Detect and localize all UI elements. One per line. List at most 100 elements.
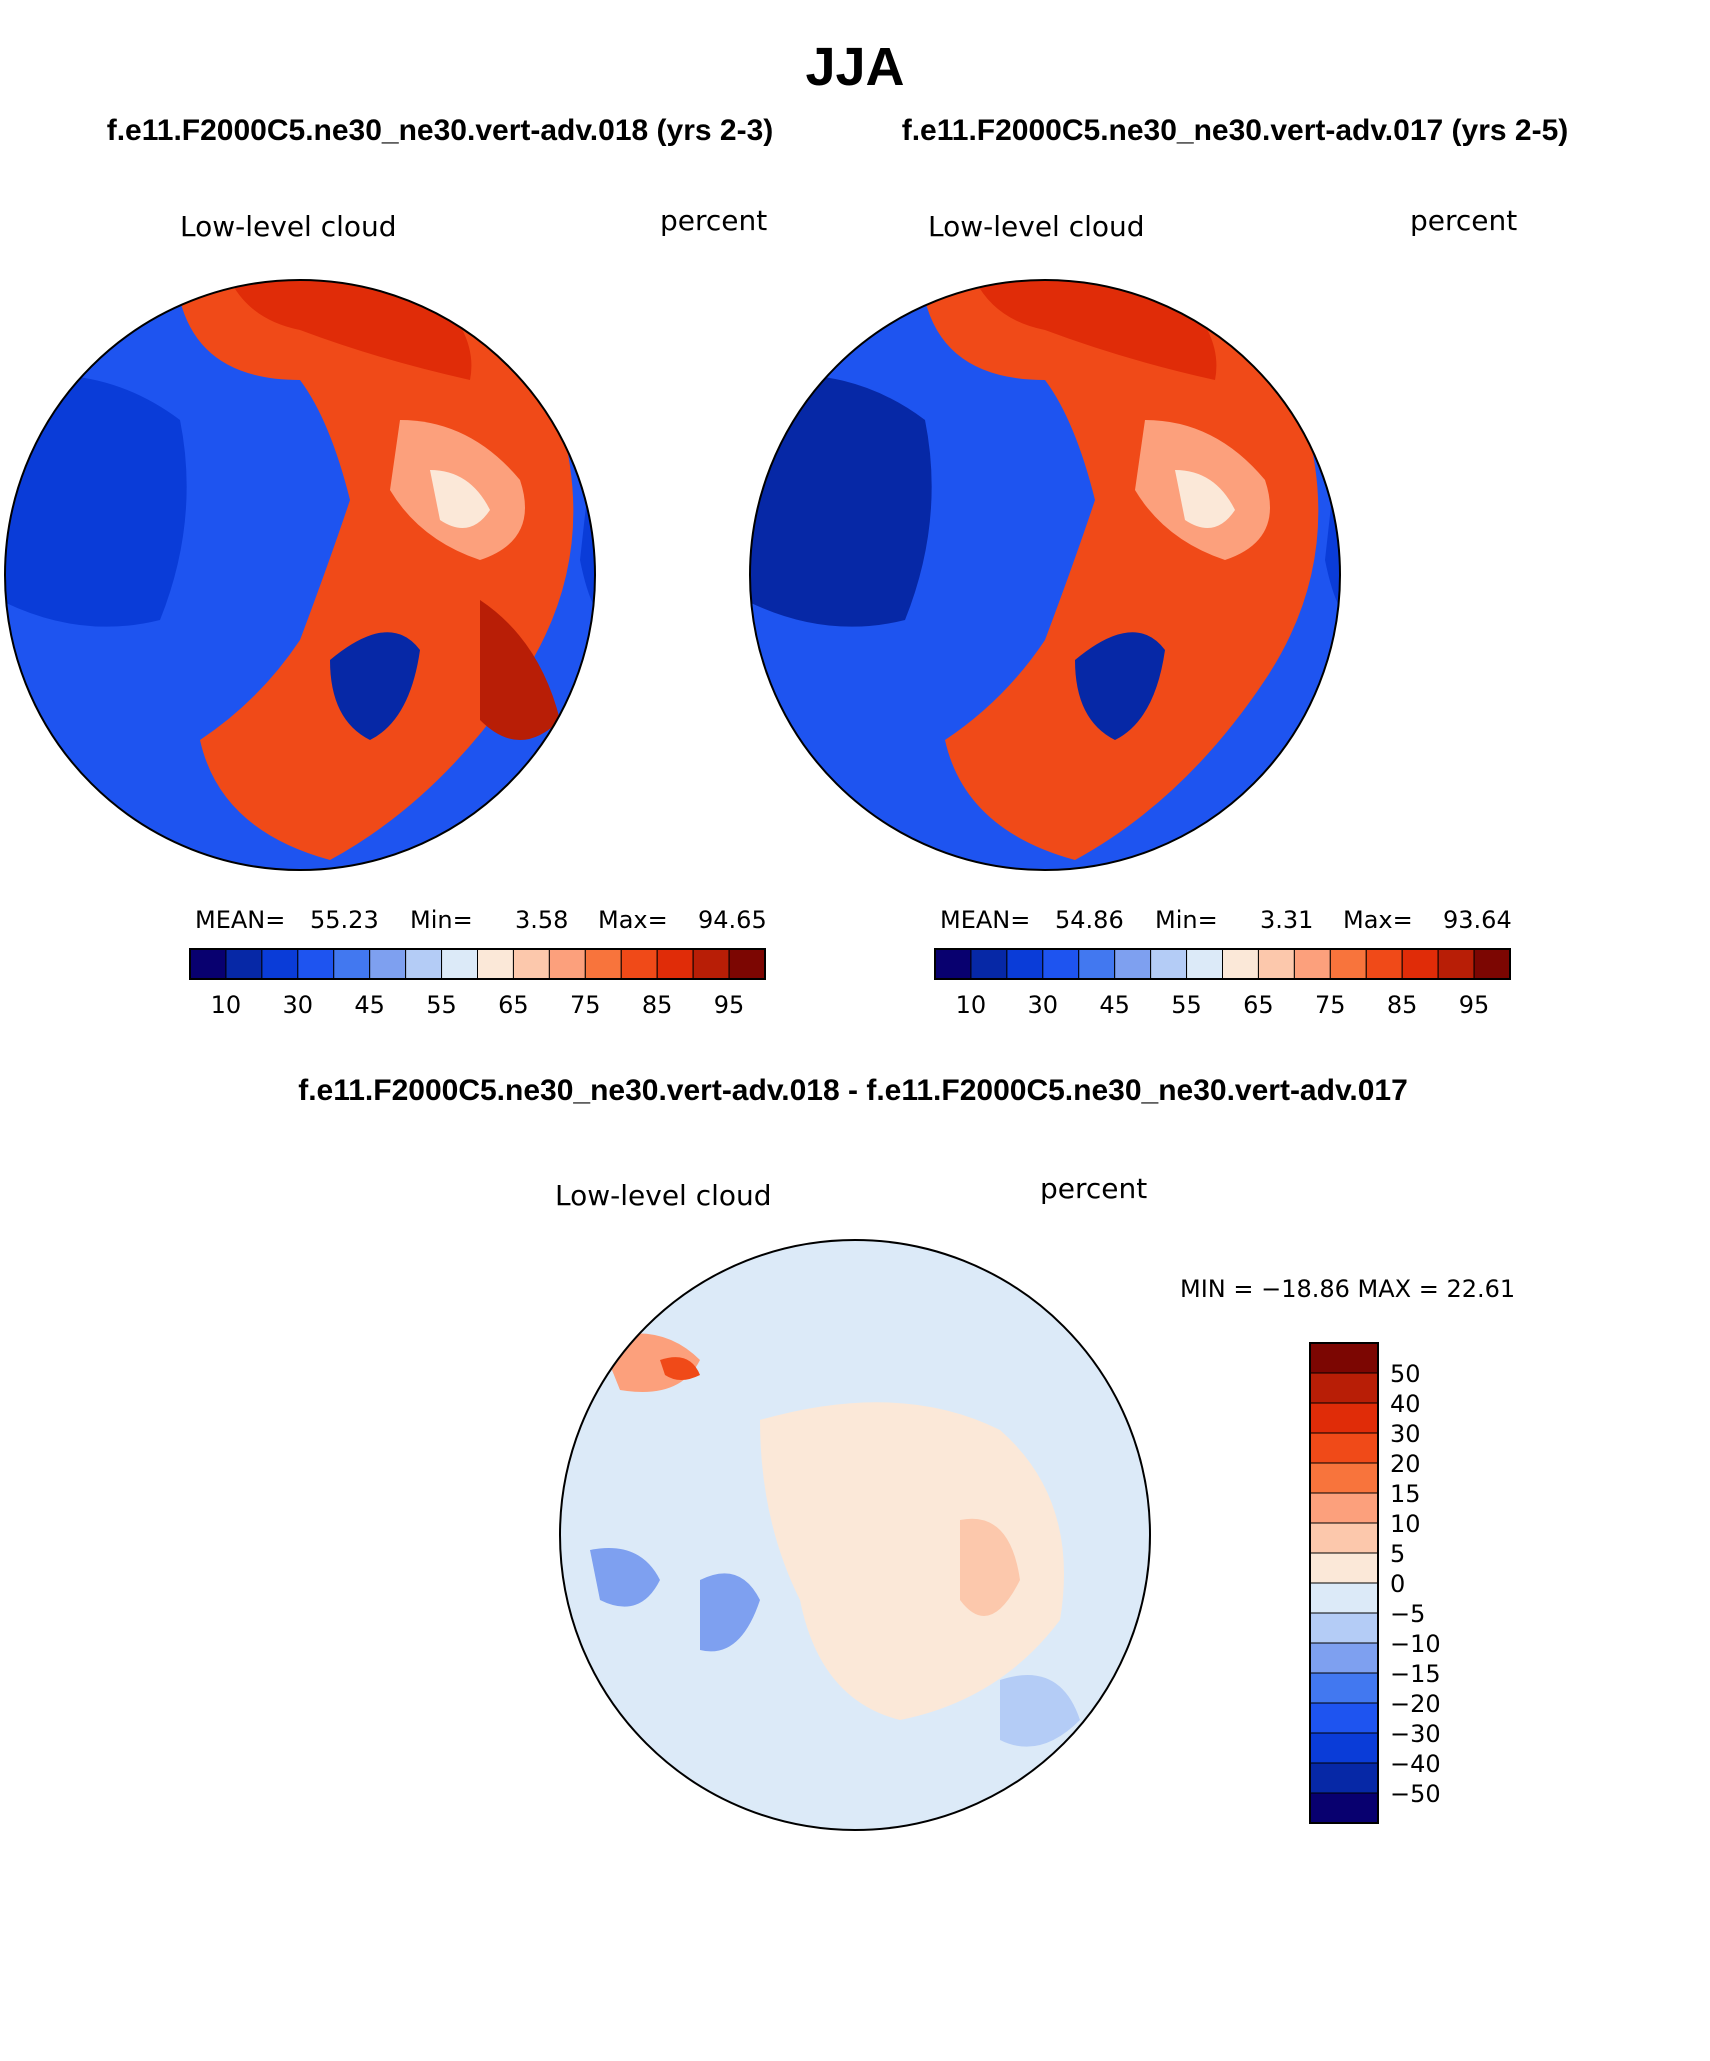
cloud-region-max	[480, 600, 560, 740]
colorbar-tick-label: 20	[1390, 1450, 1421, 1478]
colorbar-tick-label: −5	[1390, 1600, 1425, 1628]
colorbar-swatch	[1078, 948, 1116, 980]
colorbar-swatch	[189, 948, 227, 980]
colorbar-swatch	[333, 948, 371, 980]
difference-title: f.e11.F2000C5.ne30_ne30.vert-adv.018 - f…	[298, 1074, 1408, 1107]
colorbar-tick-label: −20	[1390, 1690, 1441, 1718]
colorbar-swatch	[512, 948, 550, 980]
colorbar-tick-label: 30	[283, 991, 314, 1019]
colorbar-swatch	[934, 948, 972, 980]
panel-top-right: Low-level cloud percent MEAN= 54.86 Min=…	[749, 204, 1517, 1019]
units-label: percent	[1410, 204, 1517, 237]
figure-title: JJA	[805, 37, 904, 97]
colorbar-tick-label: 30	[1028, 991, 1059, 1019]
variable-label: Low-level cloud	[180, 210, 397, 243]
colorbar-tick-label: 10	[956, 991, 987, 1019]
cloud-region-low-mid	[430, 470, 490, 528]
colorbar-tick-label: 95	[714, 991, 745, 1019]
left-case-title: f.e11.F2000C5.ne30_ne30.vert-adv.018 (yr…	[107, 114, 774, 147]
units-label: percent	[660, 204, 767, 237]
colorbar-tick-label: 0	[1390, 1570, 1405, 1598]
colorbar-swatch	[1309, 1552, 1379, 1584]
variable-label: Low-level cloud	[555, 1179, 772, 1212]
polar-map-difference	[560, 1240, 1150, 1830]
colorbar-swatch	[1222, 948, 1259, 980]
colorbar-tick-label: 85	[1387, 991, 1418, 1019]
minmax-label: MIN = −18.86 MAX = 22.61	[1180, 1275, 1515, 1303]
mean-label: MEAN=	[195, 906, 285, 934]
colorbar-tick-label: 75	[1315, 991, 1346, 1019]
colorbar-tick-label: 45	[1099, 991, 1130, 1019]
colorbar-swatch	[1309, 1522, 1379, 1554]
colorbar-swatch	[1309, 1672, 1379, 1704]
colorbar-tick-label: 10	[1390, 1510, 1421, 1538]
colorbar-tick-label: 5	[1390, 1540, 1405, 1568]
diff-region-max	[660, 1357, 700, 1380]
colorbar-swatch	[548, 948, 586, 980]
colorbar-tick-label: −30	[1390, 1720, 1441, 1748]
max-label: Max=	[598, 906, 668, 934]
colorbar-tick-label: 10	[211, 991, 242, 1019]
colorbar-tick-label: 45	[354, 991, 385, 1019]
colorbar-swatch	[1293, 948, 1331, 980]
diff-region-negative-south	[1000, 1675, 1080, 1747]
colorbar-tick-label: 30	[1390, 1420, 1421, 1448]
colorbar-swatch	[1401, 948, 1439, 980]
colorbar-tick-label: 75	[570, 991, 601, 1019]
mean-label: MEAN=	[940, 906, 1030, 934]
colorbar-swatch	[1309, 1372, 1379, 1404]
colorbar-swatch	[261, 948, 299, 980]
colorbar-swatch	[728, 948, 766, 980]
colorbar-swatch	[1437, 948, 1475, 980]
colorbar-tick-label: −40	[1390, 1750, 1441, 1778]
colorbar-swatch	[1309, 1342, 1379, 1374]
polar-map-top-right	[750, 280, 1340, 870]
cloud-region-low-east	[1325, 380, 1340, 623]
colorbar-swatch	[584, 948, 622, 980]
colorbar-tick-label: 15	[1390, 1480, 1421, 1508]
cloud-region-high	[925, 280, 1319, 860]
colorbar-swatch	[1473, 948, 1511, 980]
colorbar-swatch	[477, 948, 514, 980]
colorbar-swatch	[1365, 948, 1403, 980]
map-boundary	[559, 1239, 1151, 1831]
greenland-low-cloud	[330, 632, 420, 740]
diff-region-positive	[760, 1402, 1064, 1720]
colorbar-frame	[1309, 1342, 1379, 1824]
colorbar-tick-label: 55	[1171, 991, 1202, 1019]
colorbar-tick-label: 40	[1390, 1390, 1421, 1418]
colorbar-swatch	[1309, 1402, 1379, 1434]
variable-label: Low-level cloud	[928, 210, 1145, 243]
min-label: Min=	[1155, 906, 1218, 934]
colorbar-tick-label: 85	[642, 991, 673, 1019]
max-label: Max=	[1343, 906, 1413, 934]
cloud-region-high	[180, 280, 574, 860]
colorbar-tick-label: 95	[1459, 991, 1490, 1019]
colorbar-frame	[934, 948, 1511, 980]
colorbar-swatch	[1114, 948, 1152, 980]
colorbar-top-left: 10 30 45 55 65 75 85 95	[189, 948, 766, 1019]
map-boundary	[749, 279, 1341, 871]
colorbar-swatch	[1006, 948, 1044, 980]
colorbar-swatch	[369, 948, 407, 980]
min-label: Min=	[410, 906, 473, 934]
cloud-region-low-east	[580, 380, 595, 623]
min-value: 3.31	[1260, 906, 1313, 934]
colorbar-swatch	[405, 948, 443, 980]
colorbar-tick-label: 65	[498, 991, 529, 1019]
colorbar-tick-label: 50	[1390, 1360, 1421, 1388]
colorbar-swatch	[1309, 1732, 1379, 1764]
colorbar-top-right: 10 30 45 55 65 75 85 95	[934, 948, 1511, 1019]
colorbar-swatch	[620, 948, 658, 980]
colorbar-tick-label: 55	[426, 991, 457, 1019]
panel-difference: Low-level cloud percent MIN = −18.86 MAX…	[555, 1172, 1515, 1831]
colorbar-swatch	[1257, 948, 1295, 980]
mean-value: 54.86	[1055, 906, 1124, 934]
colorbar-swatch	[1309, 1792, 1379, 1824]
colorbar-swatch	[656, 948, 694, 980]
colorbar-swatch	[1309, 1642, 1379, 1674]
colorbar-swatch	[297, 948, 335, 980]
colorbar-swatch	[225, 948, 263, 980]
colorbar-frame	[189, 948, 766, 980]
